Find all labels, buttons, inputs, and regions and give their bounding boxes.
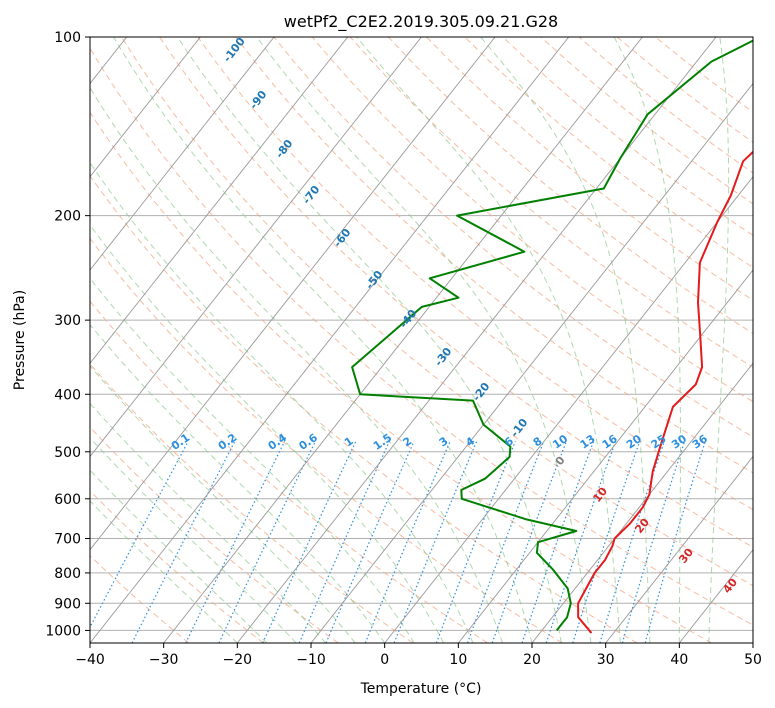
moist-adiabat-line bbox=[90, 365, 356, 643]
dry-adiabat-line bbox=[235, 37, 753, 474]
x-tick-label: −20 bbox=[223, 652, 253, 668]
mixing-ratio-line bbox=[298, 441, 391, 643]
isotherm-line bbox=[163, 37, 643, 643]
dewpoint-profile bbox=[351, 39, 753, 632]
y-axis-label: Pressure (hPa) bbox=[12, 290, 28, 390]
plot-background bbox=[90, 37, 753, 643]
isotherm-line bbox=[236, 37, 717, 643]
mixing-ratio-line bbox=[185, 441, 286, 643]
mixing-ratio-line bbox=[325, 441, 415, 643]
dry-adiabat-line bbox=[273, 37, 753, 438]
moist-adiabat-line bbox=[356, 37, 621, 643]
dry-adiabat-line bbox=[90, 47, 753, 626]
isotherm-line bbox=[752, 642, 753, 643]
x-tick-label: −40 bbox=[75, 652, 105, 668]
moist-adiabat-line bbox=[90, 161, 474, 643]
y-tick-label: 900 bbox=[54, 596, 81, 612]
moist-adiabat-line bbox=[90, 224, 445, 643]
moist-adiabat-line bbox=[90, 469, 268, 643]
y-tick-label: 200 bbox=[54, 209, 81, 225]
moist-adiabat-line bbox=[90, 500, 238, 643]
y-tick-label: 300 bbox=[54, 313, 81, 329]
isotherm-line bbox=[310, 82, 753, 643]
x-tick-label: −10 bbox=[296, 652, 326, 668]
axes: −40 −30 −20 −10 0 10 20 30 40 50 100 200 300 400 500 60… bbox=[45, 30, 762, 668]
dry-adiabat-line bbox=[90, 554, 190, 643]
moist-adiabat-line bbox=[90, 437, 297, 643]
mixing-ratio-line bbox=[599, 441, 665, 643]
isotherm-line bbox=[90, 37, 422, 458]
x-tick-label: 10 bbox=[449, 652, 467, 668]
moist-adiabat-line bbox=[177, 37, 562, 643]
dry-adiabat-line bbox=[90, 300, 488, 643]
plot-frame bbox=[89, 36, 754, 644]
y-tick-label: 500 bbox=[54, 445, 81, 461]
isotherm-line bbox=[531, 362, 753, 643]
mixing-ratio-line bbox=[364, 441, 451, 643]
dry-adiabat-line bbox=[90, 426, 339, 643]
plot-area bbox=[90, 37, 753, 643]
profile-series bbox=[351, 39, 753, 634]
dry-adiabat-line bbox=[90, 237, 563, 643]
dry-adiabat-line bbox=[311, 37, 753, 403]
mixing-ratio-line bbox=[521, 441, 595, 643]
x-tick-label: 30 bbox=[597, 652, 615, 668]
grid-layer bbox=[90, 37, 753, 631]
y-tick-label: 800 bbox=[54, 566, 81, 582]
y-tick-label: 1000 bbox=[45, 623, 81, 639]
moist-adiabat-line bbox=[90, 323, 386, 643]
isotherm-line bbox=[90, 37, 201, 178]
y-tick-label: 600 bbox=[54, 492, 81, 508]
x-tick-label: 50 bbox=[744, 652, 762, 668]
moist-adiabats bbox=[90, 37, 730, 643]
moist-adiabat-line bbox=[613, 37, 681, 643]
isotherm-line bbox=[605, 455, 753, 643]
moist-adiabat-line bbox=[708, 37, 730, 643]
chart-title: wetPf2_C2E2.2019.305.09.21.G28 bbox=[284, 12, 558, 32]
x-axis-label: Temperature (°C) bbox=[360, 681, 482, 697]
x-tick-label: 20 bbox=[523, 652, 541, 668]
isotherm-line bbox=[90, 37, 496, 551]
isotherm-line bbox=[90, 37, 349, 364]
y-tick-label: 100 bbox=[54, 30, 81, 46]
mixing-ratio-lines bbox=[90, 441, 706, 643]
mixing-ratio-line bbox=[90, 441, 189, 629]
y-tick-label: 700 bbox=[54, 532, 81, 548]
temperature-profile bbox=[577, 150, 753, 634]
dry-adiabat-line bbox=[426, 37, 753, 301]
isotherm-line bbox=[90, 37, 570, 643]
dry-adiabat-line bbox=[90, 175, 638, 643]
x-tick-label: −30 bbox=[149, 652, 179, 668]
moist-adiabat-line bbox=[480, 37, 651, 643]
mixing-ratio-line bbox=[644, 441, 706, 643]
isotherm-line bbox=[384, 176, 753, 643]
x-tick-label: 0 bbox=[380, 652, 389, 668]
mixing-ratio-line bbox=[621, 441, 686, 643]
dry-adiabat-line bbox=[121, 37, 753, 587]
y-tick-label: 400 bbox=[54, 387, 81, 403]
isotherm-line bbox=[90, 37, 275, 271]
moist-adiabat-line bbox=[113, 37, 533, 643]
x-tick-label: 40 bbox=[670, 652, 688, 668]
moist-adiabat-line bbox=[90, 86, 503, 643]
moist-adiabat-line bbox=[256, 37, 592, 643]
dry-adiabat-line bbox=[159, 37, 753, 548]
mixing-ratio-line bbox=[491, 441, 567, 643]
